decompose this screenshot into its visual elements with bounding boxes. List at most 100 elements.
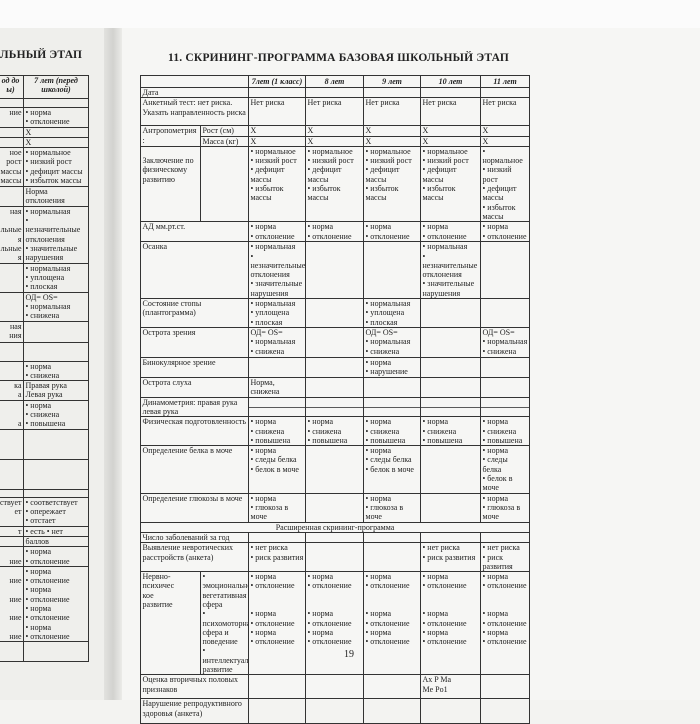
- table-cell: [480, 86, 530, 99]
- table-cell: [305, 357, 364, 378]
- table-cell: [480, 674, 530, 700]
- table-cell: [23, 98, 89, 108]
- table-row: ное рост массы массы • нормальное • низки…: [0, 147, 89, 188]
- table-cell: [363, 542, 421, 573]
- table-cell: [23, 428, 89, 460]
- table-cell: • норма • отклонение: [363, 221, 421, 243]
- table-cell: [480, 698, 530, 724]
- table-row: Дата: [140, 86, 530, 99]
- table-cell: [248, 86, 306, 99]
- table-cell: [363, 86, 421, 99]
- table-row: [0, 341, 89, 362]
- table-cell: X: [305, 125, 364, 137]
- row-sublabel: Масса (кг): [200, 135, 249, 147]
- table-row: Анкетный тест: нет риска. Указать направ…: [140, 97, 530, 127]
- table-cell: • норма • снижена: [23, 360, 89, 382]
- table-cell: [363, 376, 421, 398]
- table-row: Оценка вторичных половых признаков Ax P M…: [140, 674, 530, 700]
- table-cell: • нормальная • уплощена • плоская: [248, 298, 306, 329]
- table-row: [0, 488, 89, 498]
- table-cell: • норма • снижена • повышена: [248, 416, 306, 447]
- table-row: АД мм.рт.ст. • норма • отклонение • норма …: [140, 221, 530, 243]
- table-row: Осанка • нормальная • незначительные откл…: [140, 241, 530, 300]
- table-cell: • норма • отклонение • норма • отклонени…: [363, 571, 421, 676]
- table-row: Нервно- психичес кое развитие • эмоционал…: [140, 571, 530, 676]
- row-label: Физическая подготовленность: [140, 416, 249, 447]
- table-cell: ОД= OS= • нормальная • снижена: [363, 327, 421, 359]
- table-cell: ОД= OS= • нормальная • снижена: [248, 327, 306, 359]
- table-row: [0, 458, 89, 490]
- table-cell: Нет риска: [420, 97, 481, 127]
- table-row: ствует ет • соответствует • опережает • о…: [0, 496, 89, 527]
- table-header-row: 7лет (1 класс) 8 лет 9 лет 10 лет 11 лет: [140, 75, 530, 88]
- table-cell: • нормальное • низкий рост • дефицит мас…: [23, 147, 89, 188]
- table-cell: ное рост массы массы: [0, 147, 24, 188]
- row-label: Выявление невротических расстройств (анк…: [140, 542, 249, 573]
- table-cell: [420, 492, 481, 523]
- section-header: Расширенная скрининг-программа: [140, 521, 530, 533]
- table-cell: ная льные я льные я: [0, 205, 24, 264]
- table-cell: Нет риска: [305, 97, 364, 127]
- table-cell: [480, 298, 530, 329]
- table-cell: • нет риска • риск развития: [248, 542, 306, 573]
- table-cell: [248, 698, 306, 724]
- table-cell: баллов: [23, 535, 89, 548]
- table-cell: [0, 98, 24, 108]
- table-cell: • норма • отклонение: [420, 221, 481, 243]
- column-header: 11 лет: [480, 75, 530, 88]
- table-cell: • норма • отклонение: [248, 221, 306, 243]
- table-cell: [480, 376, 530, 398]
- table-row: Определение глюкозы в моче • норма • глюк…: [140, 492, 530, 523]
- table-row: Число заболеваний за год: [140, 531, 530, 544]
- table-cell: [23, 641, 89, 663]
- table-cell: • норма • глюкоза в моче: [480, 492, 530, 523]
- row-label: Нервно- психичес кое развитие: [140, 571, 201, 676]
- table-cell: X: [480, 125, 530, 137]
- row-label: Дата: [140, 86, 249, 99]
- table-cell: [305, 327, 364, 359]
- table-cell: [23, 341, 89, 362]
- column-header: од до ы): [0, 75, 24, 99]
- table-cell: [0, 458, 24, 490]
- table-row: ная ния: [0, 320, 89, 343]
- table-cell: X: [248, 125, 306, 137]
- table-cell: X: [23, 126, 89, 138]
- table-cell: [305, 674, 364, 700]
- table-cell: • норма • отклонение: [305, 221, 364, 243]
- table-cell: • норма • отклонение • норма • отклонени…: [420, 571, 481, 676]
- table-cell: [0, 136, 24, 149]
- row-label: Заключение по физическому развитию: [140, 145, 201, 223]
- row-sublabel: [200, 145, 249, 223]
- row-label: Определение белка в моче: [140, 445, 249, 494]
- table-cell: X: [248, 135, 306, 147]
- row-sublabel: Рост (см): [200, 125, 249, 137]
- table-cell: [420, 357, 481, 378]
- table-cell: • нормальное • низкий рост • дефицит мас…: [305, 145, 364, 223]
- table-row: Острота зрения ОД= OS= • нормальная • сни…: [140, 327, 530, 359]
- table-cell: [305, 492, 364, 523]
- table-row: ние ние ние ние • норма • отклонение • но…: [0, 565, 89, 643]
- table-cell: [420, 298, 481, 329]
- table-cell: [0, 535, 24, 548]
- table-row: Масса (кг) X X X X X: [141, 135, 530, 147]
- table-cell: • нормальная • незначительные отклонения…: [420, 241, 481, 300]
- table-cell: [305, 298, 364, 329]
- table-cell: X: [363, 135, 421, 147]
- table-cell: • нормальная • незначительные отклонения…: [248, 241, 306, 300]
- table-row: • нормальная • уплощена • плоская: [0, 262, 89, 293]
- table-cell: • норма • следы белка • белок в моче: [363, 445, 421, 494]
- table-row: • норма • снижена: [0, 360, 89, 382]
- table-cell: • норма • отклонение: [23, 546, 89, 567]
- table-cell: [363, 674, 421, 700]
- table-cell: X: [363, 125, 421, 137]
- table-cell: • норма • снижена • повышена: [363, 416, 421, 447]
- table-cell: [363, 241, 421, 300]
- table-row: Нарушение репродуктивного здоровья (анке…: [140, 698, 530, 724]
- table-cell: • нормальное • низкий рост • дефицит мас…: [420, 145, 481, 223]
- table-cell: Правая рука Левая рука: [23, 380, 89, 401]
- row-label: Определение глюкозы в моче: [140, 492, 249, 523]
- table-cell: ние: [0, 546, 24, 567]
- page-title: 11. СКРИНИНГ-ПРОГРАММА БАЗОВАЯ ШКОЛЬНЫЙ …: [168, 52, 509, 64]
- table-cell: • норма • следы белка • белок в моче: [248, 445, 306, 494]
- table-cell: • норма • нарушение: [363, 357, 421, 378]
